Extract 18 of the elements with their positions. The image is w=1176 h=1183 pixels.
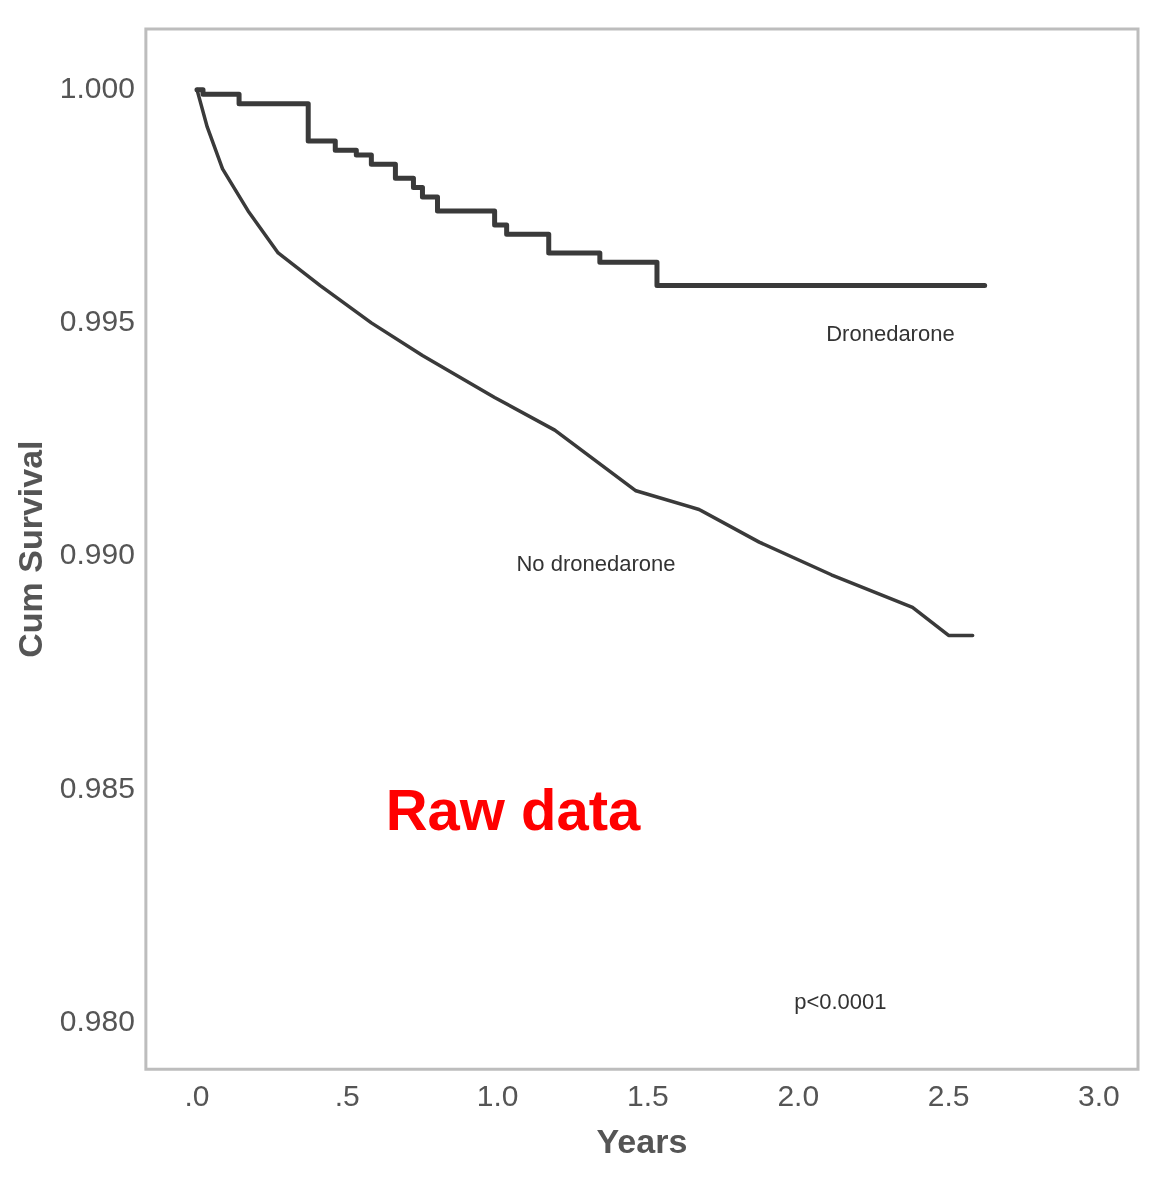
text: No dronedarone (516, 550, 676, 576)
annotation: p<0.0001 (794, 989, 887, 1015)
x-tick-label: 2.0 (777, 1079, 820, 1113)
y-tick-label: 0.995 (59, 304, 135, 338)
y-axis-title: Cum Survival (10, 440, 49, 658)
y-tick-label: 0.990 (59, 537, 135, 571)
x-tick-label: 1.5 (627, 1079, 669, 1113)
annotation: Raw data (385, 776, 642, 842)
x-tick-label: 3.0 (1078, 1079, 1120, 1113)
x-tick-label: .5 (334, 1079, 360, 1113)
series-label: Dronedarone (826, 320, 955, 346)
x-tick-label: 1.0 (476, 1079, 519, 1113)
y-tick-label: 0.985 (59, 770, 135, 804)
y-tick-label: 0.980 (59, 1003, 135, 1037)
x-axis-title: Years (596, 1121, 688, 1160)
x-tick-label: .0 (184, 1079, 210, 1113)
y-tick-label: 1.000 (59, 70, 135, 104)
x-tick-label: 2.5 (927, 1079, 970, 1113)
